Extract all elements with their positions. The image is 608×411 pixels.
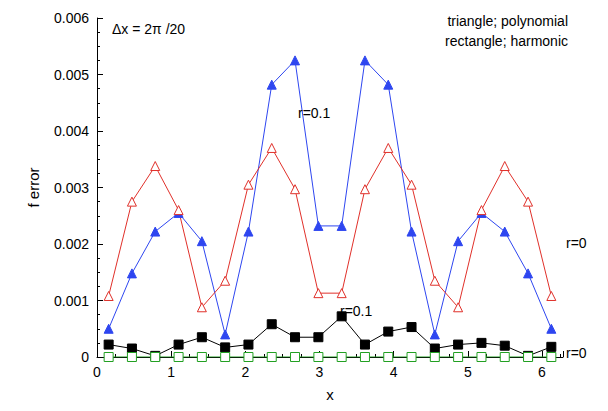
svg-text:triangle; polynomial: triangle; polynomial <box>447 13 568 29</box>
svg-text:0.003: 0.003 <box>54 180 89 196</box>
svg-text:0.005: 0.005 <box>54 67 89 83</box>
svg-text:0.004: 0.004 <box>54 123 89 139</box>
svg-text:3: 3 <box>316 364 324 380</box>
svg-text:4: 4 <box>390 364 398 380</box>
svg-text:0.001: 0.001 <box>54 293 89 309</box>
svg-text:Δx = 2π /20: Δx = 2π /20 <box>112 21 185 37</box>
svg-text:1: 1 <box>167 364 175 380</box>
svg-text:0.002: 0.002 <box>54 236 89 252</box>
svg-text:f error: f error <box>25 167 42 207</box>
svg-text:r=0: r=0 <box>566 235 587 251</box>
svg-text:5: 5 <box>464 364 472 380</box>
svg-text:rectangle; harmonic: rectangle; harmonic <box>445 33 568 49</box>
svg-text:r=0.1: r=0.1 <box>298 105 331 121</box>
svg-text:0.006: 0.006 <box>54 10 89 26</box>
svg-text:r=0: r=0 <box>566 345 587 361</box>
svg-text:x: x <box>326 386 334 403</box>
svg-text:0: 0 <box>93 364 101 380</box>
svg-text:r=0.1: r=0.1 <box>340 303 373 319</box>
svg-text:2: 2 <box>241 364 249 380</box>
svg-text:6: 6 <box>538 364 546 380</box>
svg-text:0: 0 <box>81 349 89 365</box>
